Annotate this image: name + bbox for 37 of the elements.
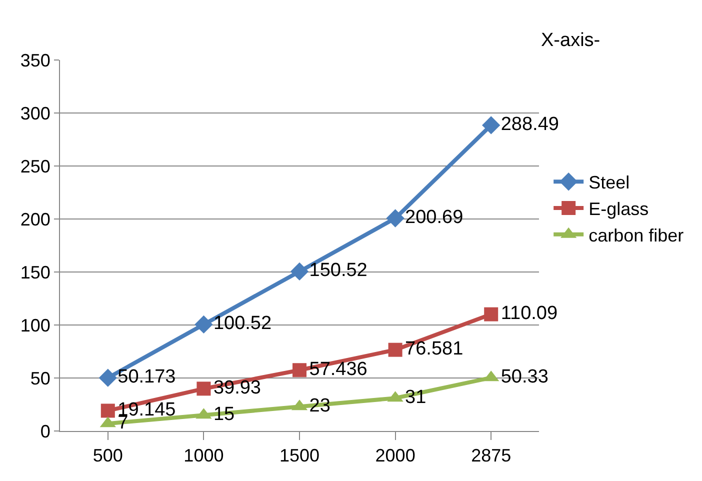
point xyxy=(484,307,498,322)
point xyxy=(292,363,306,378)
point xyxy=(482,116,500,134)
data-label: 100.52 xyxy=(213,313,272,334)
y-tick-label: 250 xyxy=(20,156,50,176)
data-label: 200.69 xyxy=(405,207,464,228)
y-tick-label: 300 xyxy=(20,103,50,124)
legend-label: Steel xyxy=(588,172,630,193)
x-tick-label: 500 xyxy=(92,446,123,466)
x-tick-label: 1000 xyxy=(184,446,224,466)
y-tick-label: 150 xyxy=(20,262,50,282)
point xyxy=(196,382,211,396)
data-label: 50.33 xyxy=(500,366,548,388)
x-tick-label: 2000 xyxy=(375,446,416,466)
point xyxy=(98,368,117,387)
data-label: 288.49 xyxy=(500,114,559,135)
data-label: 76.581 xyxy=(405,338,464,360)
legend-label: E-glass xyxy=(588,199,649,220)
data-label: 39.93 xyxy=(213,377,261,398)
y-tick-label: 200 xyxy=(20,209,50,230)
data-label: 57.436 xyxy=(309,358,368,380)
y-tick-label: 50 xyxy=(30,368,50,388)
point xyxy=(386,209,404,228)
data-label: 150.52 xyxy=(309,260,368,282)
y-tick-label: 350 xyxy=(20,50,50,70)
data-label: 110.09 xyxy=(500,303,558,324)
y-tick-label: 0 xyxy=(40,421,50,442)
point xyxy=(388,342,402,357)
text: X-axis- xyxy=(541,30,600,51)
y-tick-label: 100 xyxy=(20,315,50,336)
data-label: 50.173 xyxy=(118,366,176,388)
point xyxy=(194,315,213,334)
legend-label: carbon fiber xyxy=(588,225,684,246)
point xyxy=(290,262,309,281)
x-tick-label: 2875 xyxy=(471,446,512,466)
x-tick-label: 1500 xyxy=(279,446,320,466)
point xyxy=(100,404,115,418)
